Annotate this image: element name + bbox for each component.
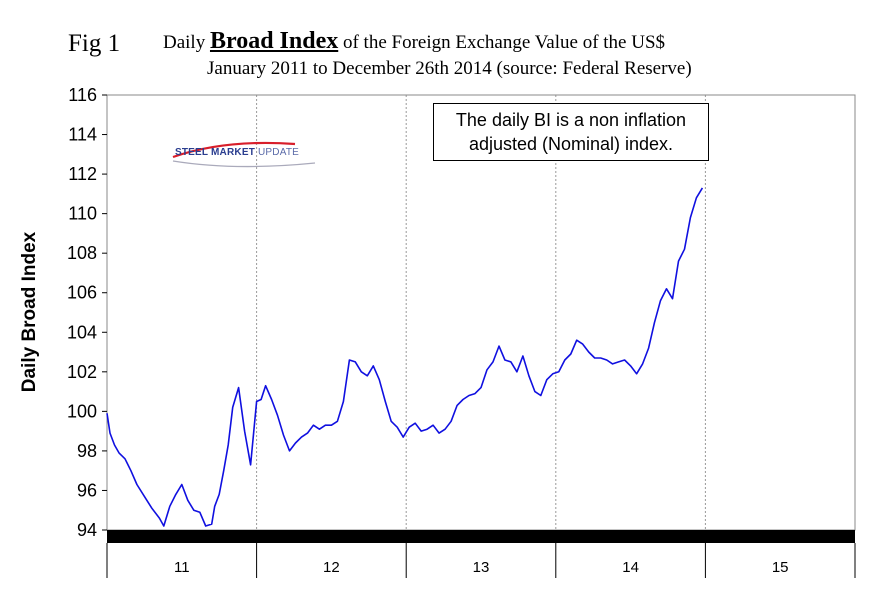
y-tick-label: 94 [77,520,97,540]
annotation-line-2: adjusted (Nominal) index. [468,134,674,154]
title-emphasis: Broad Index [209,28,339,54]
steel-market-update-logo: STEEL MARKET UPDATE [165,137,355,171]
y-tick-label: 98 [77,441,97,461]
y-tick-label: 104 [67,322,97,342]
x-tick-label: 14 [622,559,639,576]
y-tick-label: 108 [67,243,97,263]
logo-swoosh-icon [172,141,316,168]
chart-title: Daily Broad Index of the Foreign Exchang… [163,28,665,55]
y-tick-label: 114 [68,125,97,145]
y-tick-label: 116 [68,85,97,105]
x-tick-label: 13 [473,559,490,576]
data-series-line [106,187,704,527]
y-tick-label: 110 [68,204,97,224]
title-suffix: of the Foreign Exchange Value of the US$ [342,32,666,53]
chart-subtitle: January 2011 to December 26th 2014 (sour… [207,58,692,79]
y-tick-label: 100 [67,401,97,421]
y-tick-label: 106 [67,283,97,303]
x-tick-label: 15 [772,559,789,576]
y-tick-label: 102 [67,362,97,382]
figure-label: Fig 1 [68,30,121,57]
annotation-line-1: The daily BI is a non inflation [455,110,687,130]
y-tick-label: 96 [77,480,97,500]
x-tick-label: 12 [323,559,340,576]
x-axis-bar [107,530,855,543]
logo-text: STEEL MARKET UPDATE [175,147,300,158]
x-tick-label: 11 [174,559,190,576]
annotation-box: The daily BI is a non inflation adjusted… [433,103,709,161]
y-tick-label: 112 [68,164,97,184]
title-prefix: Daily [163,32,206,53]
